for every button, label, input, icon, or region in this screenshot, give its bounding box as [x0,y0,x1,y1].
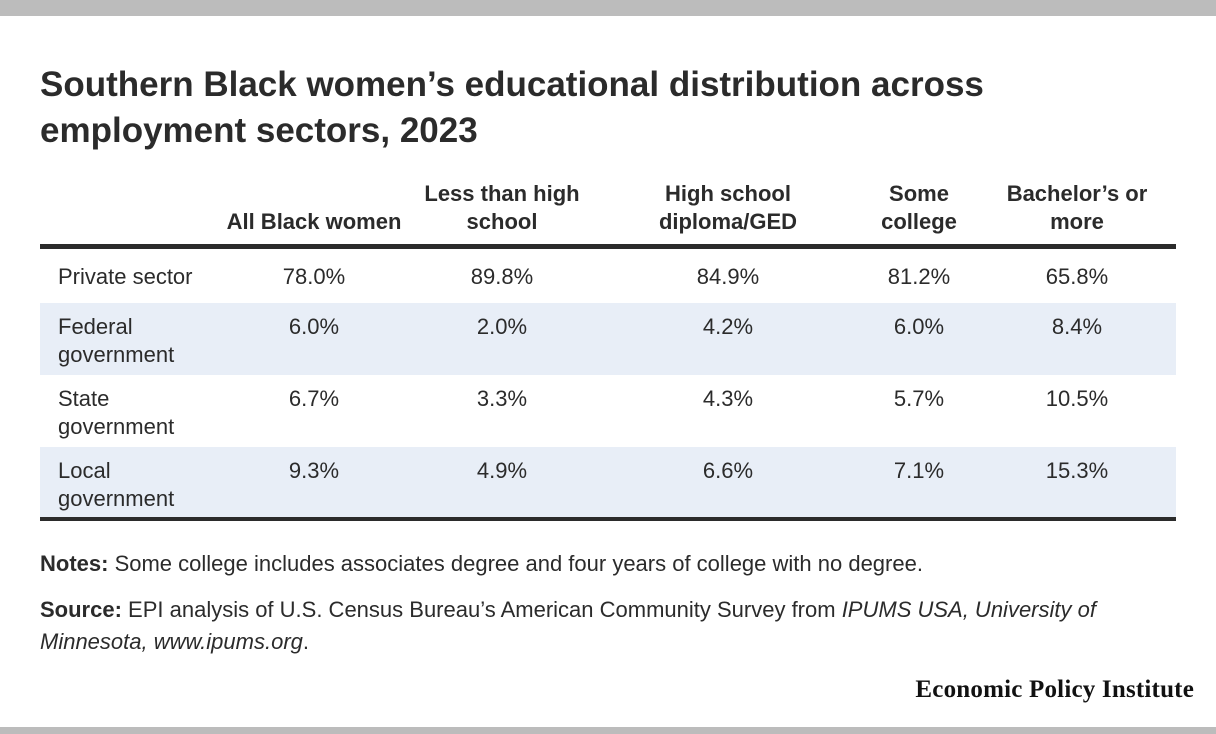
data-table: All Black women Less than high school Hi… [40,176,1176,521]
source-citation: IPUMS USA, University of Minnesota, www.… [40,597,1096,654]
table-cell: 4.2% [596,302,860,375]
table-cell: 2.0% [408,302,596,375]
notes: Notes: Some college includes associates … [40,548,1180,580]
source-text: EPI analysis of U.S. Census Bureau’s Ame… [121,597,842,622]
table-cell: 6.7% [288,385,340,411]
notes-label: Notes: [40,551,109,576]
column-header: Less than high school [408,176,596,249]
table-row: State government 6.7% 3.3% 4.3% 5.7% 10.… [40,375,1176,447]
row-label: Local government [40,446,220,521]
bottom-border [0,727,1216,734]
table-row: Local government 9.3% 4.9% 6.6% 7.1% 15.… [40,446,1176,521]
table-cell: 9.3% [220,446,408,521]
top-border [0,0,1216,16]
table-cell: 4.3% [702,385,754,411]
row-label: State government [58,385,175,439]
table-row: Private sector 78.0% 89.8% 84.9% 81.2% 6… [40,247,1176,303]
header-row: All Black women Less than high school Hi… [40,176,1176,249]
table-cell: 3.3% [476,385,528,411]
table-cell: 84.9% [696,264,760,289]
table-row: Federal government 6.0% 2.0% 4.2% 6.0% 8… [40,302,1176,375]
row-label: Federal government [40,302,220,375]
column-header: Some college [860,176,978,249]
table-cell: 5.7% [893,385,945,411]
table-cell: 6.0% [860,302,978,375]
table-cell: 78.0% [282,264,346,289]
table-cell: 65.8% [1045,264,1109,289]
table-cell: 7.1% [860,446,978,521]
source: Source: EPI analysis of U.S. Census Bure… [40,594,1180,658]
table-cell: 89.8% [470,264,534,289]
source-end: . [302,629,310,654]
chart-title: Southern Black women’s educational distr… [40,65,984,150]
table-cell: 6.0% [220,302,408,375]
row-header-cell [40,176,220,249]
column-header: High school diploma/GED [596,176,860,249]
column-header: Bachelor’s or more [978,176,1176,249]
table-cell: 15.3% [978,446,1176,521]
table-cell: 4.9% [408,446,596,521]
row-label: Private sector [58,264,193,289]
column-header: All Black women [220,176,408,249]
table-cell: 81.2% [887,264,951,289]
source-label: Source: [40,597,122,622]
epi-logo: Economic Policy Institute [915,676,1194,703]
table-cell: 8.4% [978,302,1176,375]
notes-text: Some college includes associates degree … [108,551,923,576]
table-cell: 10.5% [1045,385,1109,411]
table-cell: 6.6% [596,446,860,521]
